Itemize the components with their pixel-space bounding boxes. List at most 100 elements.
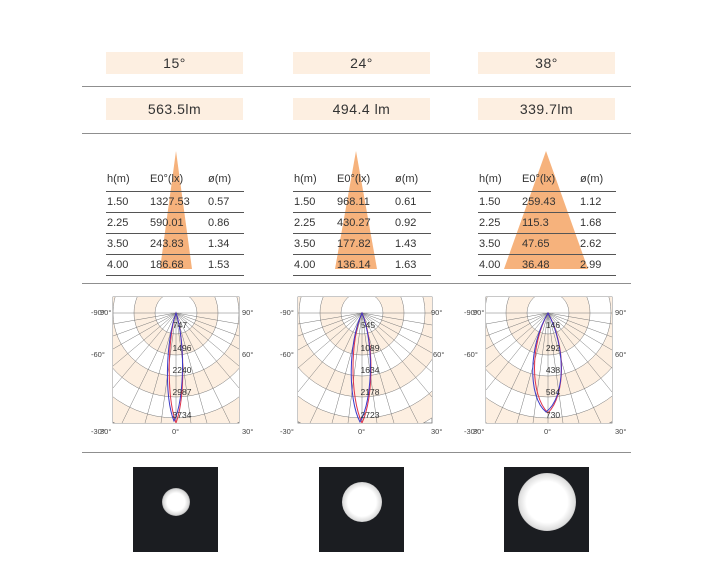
angle-labels: -90° 90° 90° -60° 60° -30° 30° 0° 30° [464, 308, 626, 436]
table-row: 2.25 115.3 1.68 [478, 211, 616, 233]
cell: 0.61 [394, 190, 431, 212]
table-row: 2.25 430.27 0.92 [293, 211, 431, 233]
cell: 0.86 [207, 211, 244, 233]
lumen-label: 563.5lm [106, 98, 243, 120]
header-diameter: ø(m) [208, 172, 232, 185]
cell: 2.25 [293, 211, 336, 233]
polar-value: 3734 [173, 410, 192, 420]
cell: 1.63 [394, 253, 431, 276]
angle-label: 0° [172, 427, 179, 436]
cell: 1327.53 [149, 190, 207, 212]
cell: 1.53 [207, 253, 244, 276]
header-height: h(m) [294, 172, 317, 185]
table-row: 1.50 968.11 0.61 [293, 190, 431, 212]
angle-label: 0° [544, 427, 551, 436]
polar-value: 1496 [173, 343, 192, 353]
header-illuminance: E0°(lx) [522, 172, 556, 185]
table-row: 3.50 177.82 1.43 [293, 232, 431, 254]
angle-label: 30° [100, 427, 111, 436]
lumen-label: 494.4 lm [293, 98, 430, 120]
polar-diagram: 146 292 438 584 730 -90° 90° 90° -60° 60… [464, 295, 634, 445]
polar-value: 1089 [361, 343, 380, 353]
beam-angle-label: 15° [106, 52, 243, 74]
cell: 1.12 [579, 190, 616, 212]
beam-spot-photo [133, 467, 218, 552]
polar-value: 2723 [361, 410, 380, 420]
cell: 968.11 [336, 190, 394, 212]
beam-angle-label: 38° [478, 52, 615, 74]
cell: 0.57 [207, 190, 244, 212]
divider [82, 283, 631, 284]
cell: 259.43 [521, 190, 579, 212]
table-row: 2.25 590.01 0.86 [106, 211, 244, 233]
polar-values: 146 292 438 584 730 [546, 320, 560, 420]
light-spot [162, 488, 190, 516]
angle-label: 90° [431, 308, 442, 317]
polar-value: 146 [546, 320, 560, 330]
polar-value: 1634 [361, 365, 380, 375]
beam-spot-photo [319, 467, 404, 552]
polar-value: 545 [361, 320, 375, 330]
angle-label: 30° [431, 427, 442, 436]
angle-labels: -90° 90° -60° 60° -30° 0° 30° [280, 308, 444, 436]
angle-label: 60° [433, 350, 444, 359]
cell: 3.50 [478, 232, 521, 254]
cell: 590.01 [149, 211, 207, 233]
polar-value: 2987 [173, 387, 192, 397]
header-diameter: ø(m) [395, 172, 419, 185]
cell: 243.83 [149, 232, 207, 254]
angle-label: 60° [615, 350, 626, 359]
cell: 186.68 [149, 253, 207, 276]
polar-value: 2240 [173, 365, 192, 375]
angle-label: 30° [473, 427, 484, 436]
polar-diagram: 545 1089 1634 2178 2723 -90° 90° -60° 60… [280, 295, 450, 445]
cell: 4.00 [478, 253, 521, 276]
intensity-curve-blue [166, 311, 184, 423]
angle-label: -90° [91, 308, 105, 317]
angle-label: 30° [615, 427, 626, 436]
angle-label: -30° [91, 427, 105, 436]
cell: 1.43 [394, 232, 431, 254]
cell: 2.99 [579, 253, 616, 276]
cell: 2.62 [579, 232, 616, 254]
polar-value: 438 [546, 365, 560, 375]
angle-label: 90° [473, 308, 484, 317]
polar-values: 545 1089 1634 2178 2723 [361, 320, 380, 420]
cell: 0.92 [394, 211, 431, 233]
header-height: h(m) [479, 172, 502, 185]
cell: 3.50 [293, 232, 336, 254]
angle-labels: -90° 90° 90° -60° 60° -30° 30° 0° 30° [91, 308, 253, 436]
polar-values: 747 1496 2240 2987 3734 [173, 320, 192, 420]
header-illuminance: E0°(lx) [150, 172, 184, 185]
divider [82, 133, 631, 134]
angle-label: -60° [91, 350, 105, 359]
cell: 115.3 [521, 211, 579, 233]
polar-bands [113, 297, 239, 423]
polar-bands [298, 297, 432, 423]
cell: 430.27 [336, 211, 394, 233]
angle-label: 90° [615, 308, 626, 317]
table-row: 3.50 243.83 1.34 [106, 232, 244, 254]
cell: 3.50 [106, 232, 149, 254]
angle-label: 90° [100, 308, 111, 317]
table-row: 1.50 259.43 1.12 [478, 190, 616, 212]
intensity-curve-blue [532, 311, 562, 413]
cell: 1.68 [579, 211, 616, 233]
angle-label: 90° [242, 308, 253, 317]
illuminance-table: h(m) E0°(lx) ø(m) 1.50 968.11 0.61 2.25 430.2… [293, 151, 431, 276]
cell: 1.50 [478, 190, 521, 212]
angle-label: -60° [280, 350, 294, 359]
table-row: 4.00 186.68 1.53 [106, 253, 244, 276]
angle-label: -30° [280, 427, 294, 436]
cell: 136.14 [336, 253, 394, 276]
intensity-curve-blue [350, 311, 371, 423]
light-spot [518, 473, 576, 531]
polar-diagram-svg: 146 292 438 584 730 -90° 90° 90° -60° 60… [464, 296, 626, 436]
table-row: 4.00 36.48 2.99 [478, 253, 616, 276]
cell: 36.48 [521, 253, 579, 276]
cell: 2.25 [106, 211, 149, 233]
beam-spot-photo [504, 467, 589, 552]
angle-label: -90° [464, 308, 478, 317]
cell: 4.00 [293, 253, 336, 276]
header-illuminance: E0°(lx) [337, 172, 371, 185]
